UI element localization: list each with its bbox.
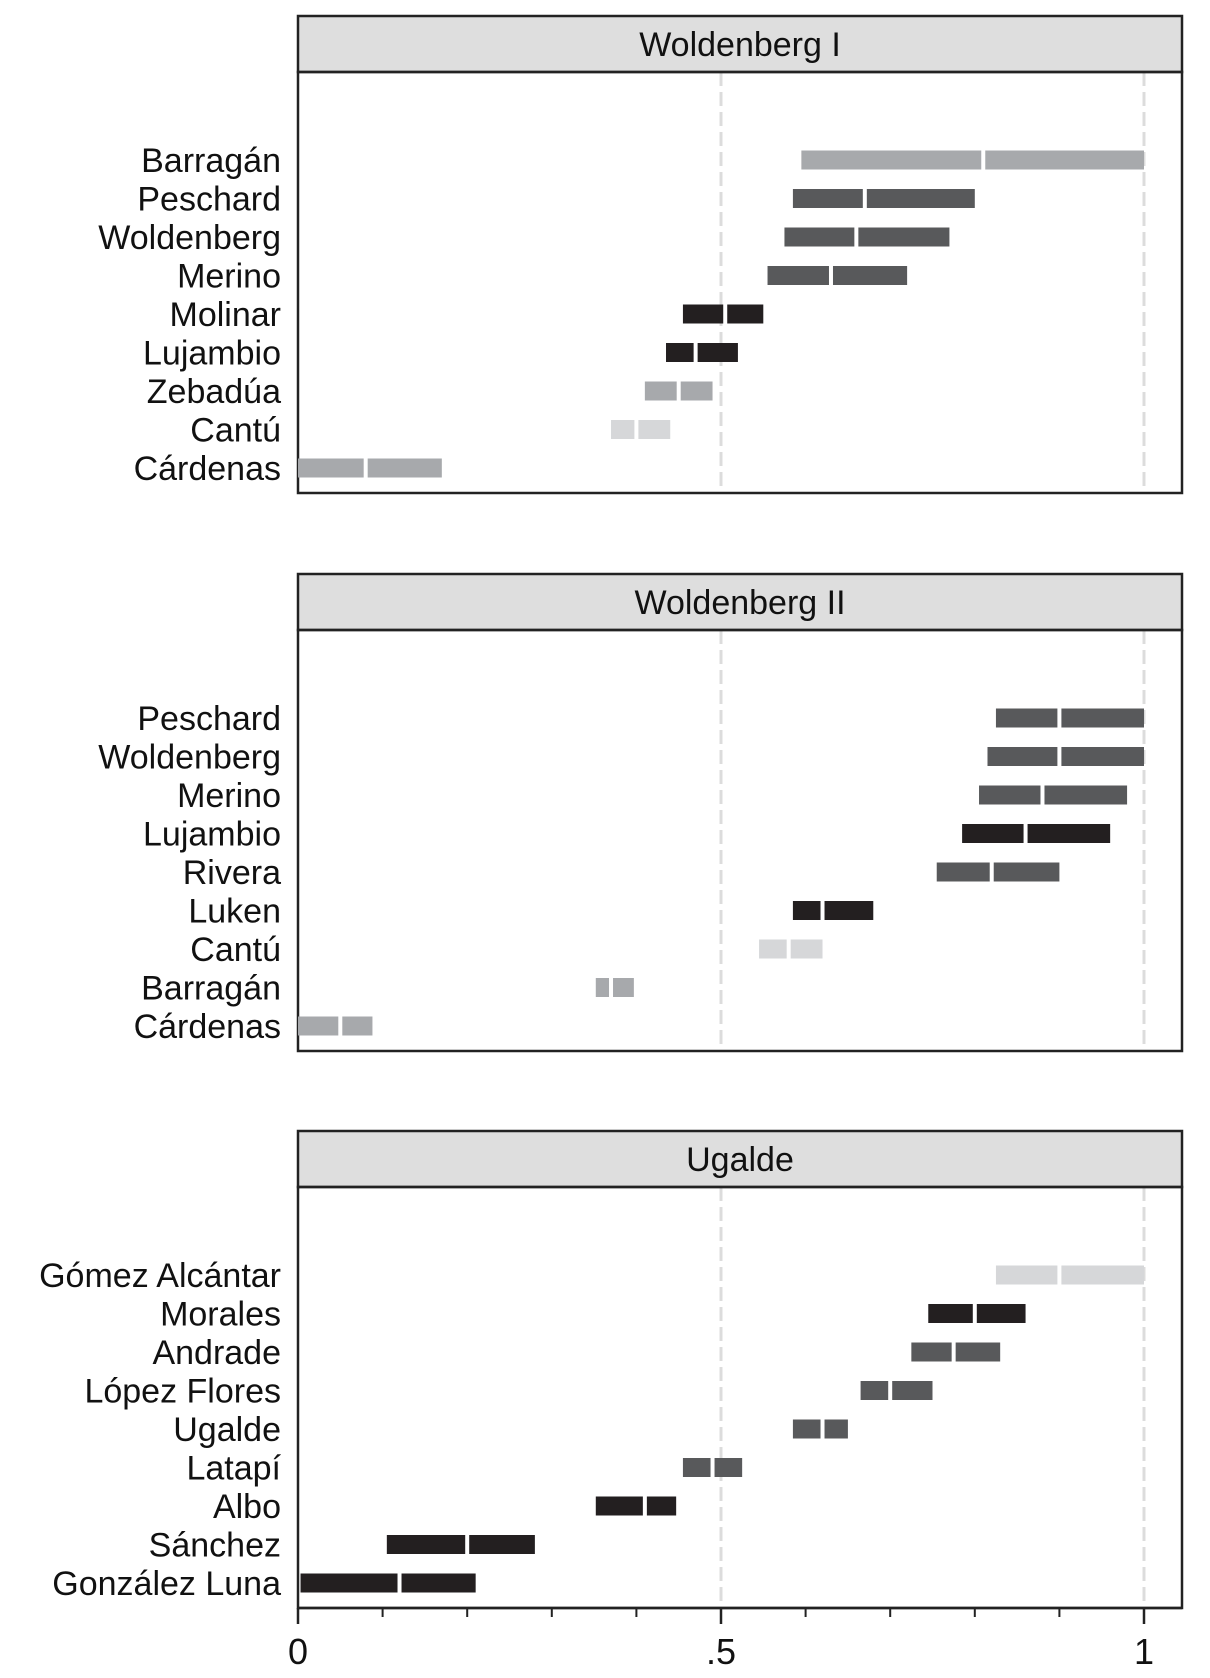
interval-bar [792, 901, 874, 920]
panel-frame [296, 70, 1184, 495]
row-label: Albo [213, 1488, 281, 1526]
point-estimate-mark [642, 1496, 647, 1516]
point-estimate-mark [1057, 708, 1062, 728]
point-estimate-mark [786, 939, 791, 959]
row-label: Zebadúa [147, 373, 281, 411]
panel-title: Woldenberg I [639, 26, 841, 64]
row-label: Peschard [137, 181, 281, 219]
tick-label: 0 [288, 1631, 308, 1672]
x-axis: 0.5 1 [288, 1606, 1182, 1672]
interval-bar [792, 1419, 848, 1439]
interval-bar [995, 708, 1144, 728]
row-label: Gómez Alcántar [39, 1257, 281, 1295]
point-estimate-mark [338, 1016, 343, 1036]
point-estimate-mark [862, 189, 867, 208]
interval-bar [298, 1016, 373, 1036]
row-label: Cárdenas [134, 1008, 281, 1046]
point-estimate-mark [363, 458, 368, 478]
row-label: Cárdenas [134, 450, 281, 488]
interval-bar [911, 1342, 1001, 1362]
row-label: López Flores [84, 1373, 281, 1411]
interval-bar [611, 420, 671, 439]
interval-bar [386, 1535, 535, 1554]
point-estimate-mark [693, 343, 698, 362]
row-label: Woldenberg [98, 219, 281, 257]
row-label: Latapí [186, 1450, 281, 1488]
interval-bar [300, 1573, 476, 1593]
row-label: Barragán [141, 970, 281, 1008]
interval-bar [784, 227, 950, 247]
row-label: Cantú [190, 412, 281, 450]
row-label: Merino [177, 777, 281, 815]
row-label: Lujambio [143, 816, 281, 854]
point-estimate-mark [676, 381, 681, 401]
row-label: Morales [160, 1296, 281, 1334]
point-estimate-mark [634, 420, 639, 439]
point-estimate-mark [723, 304, 728, 324]
point-estimate-mark [854, 227, 859, 247]
interval-bar [987, 747, 1144, 766]
point-estimate-mark [989, 862, 994, 882]
point-estimate-mark [465, 1535, 470, 1554]
point-estimate-mark [981, 150, 986, 170]
interval-bar [595, 978, 634, 997]
row-label: Luken [188, 893, 281, 931]
interval-bar [595, 1496, 677, 1516]
row-label: Barragán [141, 142, 281, 180]
interval-bar [792, 189, 975, 208]
row-label: Sánchez [149, 1527, 281, 1565]
panel-1: Woldenberg I BarragánPeschardWoldenbergMe… [98, 14, 1184, 495]
interval-bar [666, 343, 738, 362]
interval-bar [928, 1304, 1026, 1323]
row-label: Ugalde [173, 1411, 281, 1449]
interval-bar [962, 824, 1111, 843]
row-label: Lujambio [143, 335, 281, 373]
point-estimate-mark [951, 1342, 956, 1362]
row-label: Molinar [170, 296, 281, 334]
point-estimate-mark [1040, 785, 1045, 805]
row-label: González Luna [52, 1565, 281, 1603]
point-estimate-mark [972, 1304, 977, 1323]
point-estimate-mark [888, 1381, 893, 1400]
point-estimate-mark [710, 1458, 715, 1477]
row-label: Merino [177, 258, 281, 296]
point-estimate-mark [1057, 747, 1062, 766]
interval-bar [860, 1381, 933, 1400]
interval-bar [759, 939, 823, 959]
point-estimate-mark [828, 266, 833, 285]
point-estimate-mark [397, 1573, 402, 1593]
point-estimate-mark [820, 1419, 825, 1439]
panel-header [296, 572, 1184, 632]
row-label: Peschard [137, 700, 281, 738]
interval-bar [995, 1265, 1144, 1285]
row-label: Andrade [152, 1334, 281, 1372]
tick-label: .5 [706, 1631, 736, 1672]
point-estimate-mark [1057, 1265, 1062, 1285]
panel-title: Woldenberg II [634, 584, 845, 622]
panel-3: Ugalde Gómez AlcántarMoralesAndradeLópez … [39, 1129, 1184, 1610]
tick-label: 1 [1134, 1631, 1154, 1672]
interval-bar [801, 150, 1144, 170]
interval-bar [767, 266, 908, 285]
row-label: Cantú [190, 931, 281, 969]
panel-2: Woldenberg II PeschardWoldenbergMerinoLuj… [98, 572, 1184, 1053]
row-label: Rivera [183, 854, 281, 892]
point-estimate-mark [820, 901, 825, 920]
point-estimate-mark [1023, 824, 1028, 843]
panel-frame [296, 628, 1184, 1053]
panel-header [296, 14, 1184, 74]
interval-bar [936, 862, 1060, 882]
row-label: Woldenberg [98, 739, 281, 777]
interval-bar [298, 458, 442, 478]
interval-bar [979, 785, 1128, 805]
point-estimate-mark [609, 978, 614, 997]
panel-title: Ugalde [686, 1141, 794, 1179]
interval-bar [682, 304, 764, 324]
